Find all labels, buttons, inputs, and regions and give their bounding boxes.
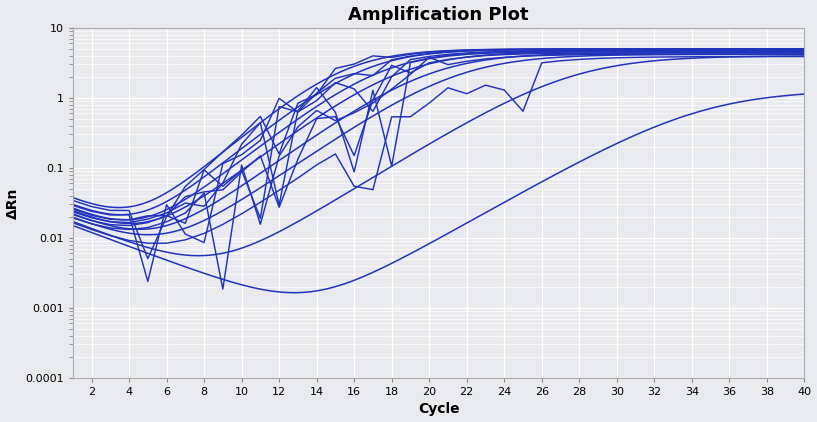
Title: Amplification Plot: Amplification Plot (348, 5, 529, 24)
Y-axis label: ΔRn: ΔRn (6, 187, 20, 219)
X-axis label: Cycle: Cycle (417, 403, 459, 417)
